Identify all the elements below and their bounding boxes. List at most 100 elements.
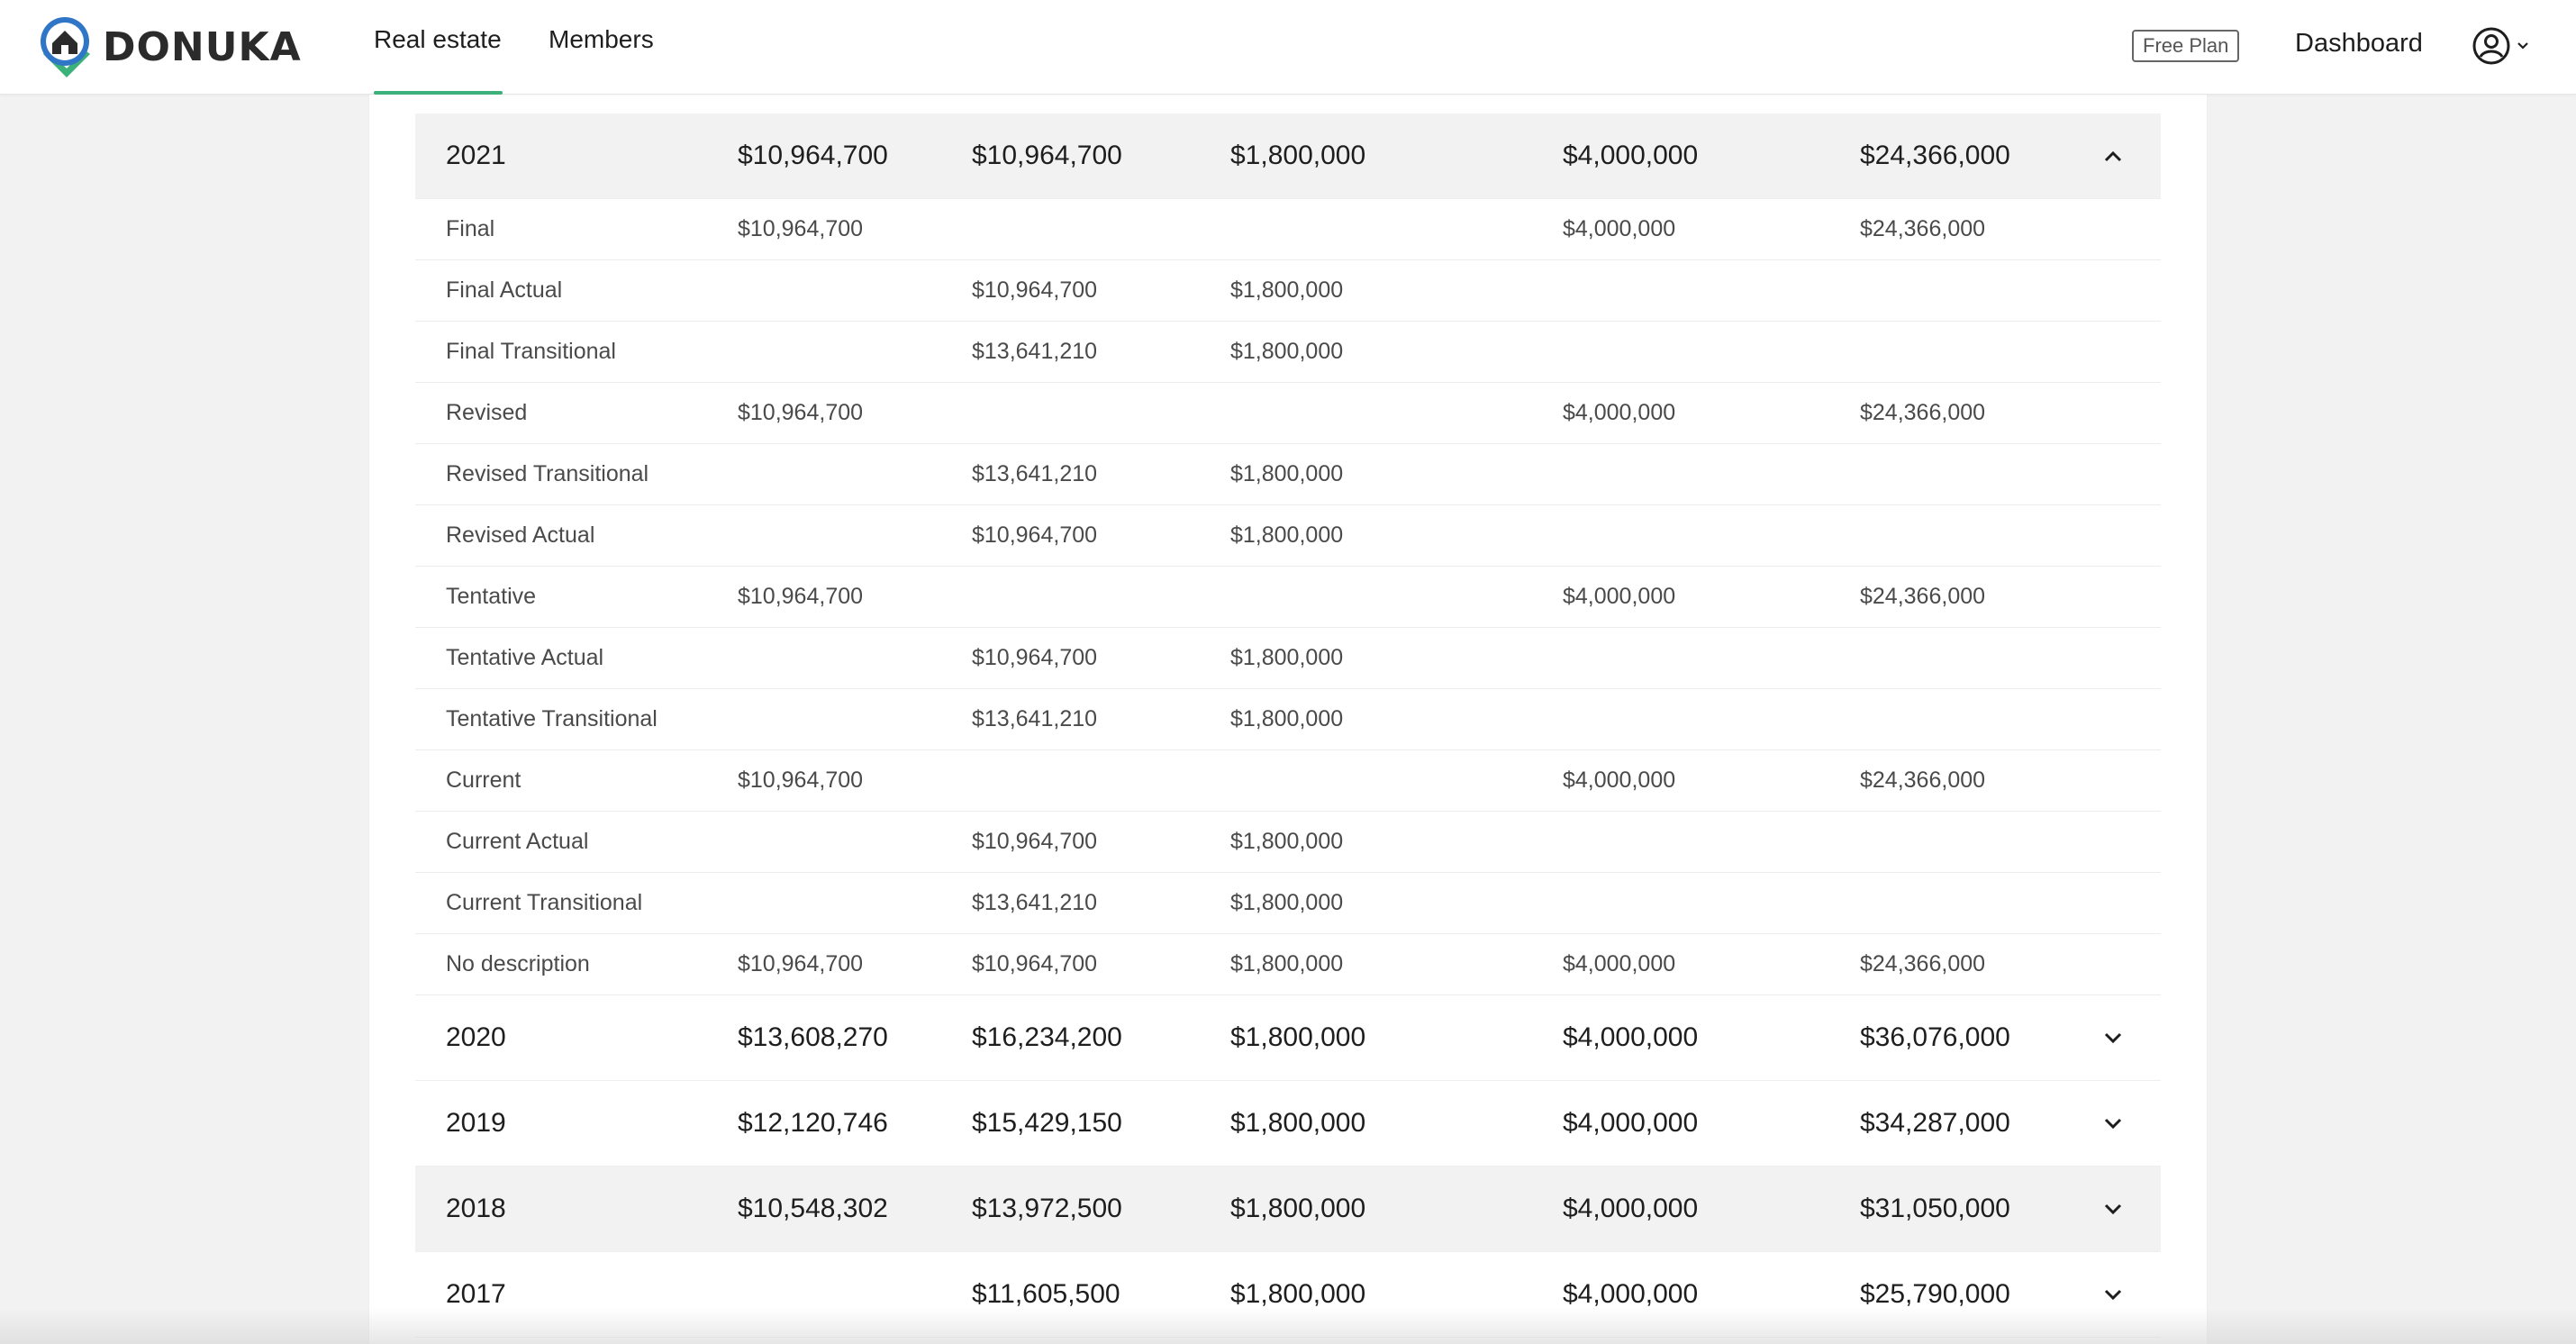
detail-row: Revised Actual $10,964,700 $1,800,000: [415, 505, 2161, 567]
detail-row: Final Transitional $13,641,210 $1,800,000: [415, 322, 2161, 383]
collapse-button[interactable]: [2103, 114, 2123, 198]
detail-row: Current $10,964,700 $4,000,000 $24,366,000: [415, 750, 2161, 812]
detail-value-c2: $13,641,210: [972, 461, 1098, 486]
year-label: 2021: [446, 141, 506, 170]
year-value-c3: $1,800,000: [1230, 141, 1366, 170]
detail-value-c4: $4,000,000: [1563, 951, 1676, 976]
expand-button[interactable]: [2103, 1167, 2123, 1251]
year-row-2019[interactable]: 2019 $12,120,746 $15,429,150 $1,800,000 $4,0…: [415, 1081, 2161, 1167]
detail-value-c5: $24,366,000: [1860, 767, 1986, 793]
detail-row: Revised $10,964,700 $4,000,000 $24,366,000: [415, 383, 2161, 444]
chevron-down-icon: [2517, 42, 2528, 50]
detail-value-c5: $24,366,000: [1860, 584, 1986, 609]
year-value-c3: $1,800,000: [1230, 1108, 1366, 1138]
brand-name: DONUKA: [103, 23, 302, 70]
detail-row: No description $10,964,700 $10,964,700 $1,8…: [415, 934, 2161, 995]
user-menu-button[interactable]: [2472, 25, 2529, 67]
detail-label: Tentative Transitional: [446, 706, 658, 731]
expand-button[interactable]: [2103, 995, 2123, 1080]
detail-label: Tentative: [446, 584, 537, 609]
detail-value-c5: $24,366,000: [1860, 951, 1986, 976]
detail-value-c1: $10,964,700: [738, 400, 864, 425]
year-value-c5: $36,076,000: [1860, 1022, 2010, 1052]
detail-value-c1: $10,964,700: [738, 216, 864, 241]
year-label: 2018: [446, 1194, 506, 1223]
detail-value-c1: $10,964,700: [738, 951, 864, 976]
detail-row: Tentative $10,964,700 $4,000,000 $24,366,00…: [415, 567, 2161, 628]
detail-value-c4: $4,000,000: [1563, 767, 1676, 793]
year-value-c2: $13,972,500: [972, 1194, 1122, 1223]
plan-badge[interactable]: Free Plan: [2132, 30, 2240, 62]
year-value-c5: $24,366,000: [1860, 141, 2010, 170]
detail-value-c3: $1,800,000: [1230, 829, 1344, 854]
dashboard-link[interactable]: Dashboard: [2295, 29, 2423, 58]
detail-label: Revised: [446, 400, 528, 425]
detail-value-c4: $4,000,000: [1563, 400, 1676, 425]
detail-value-c2: $10,964,700: [972, 645, 1098, 670]
top-navbar: DONUKA Real estate Members Free Plan Das…: [0, 0, 2576, 95]
detail-label: Final: [446, 216, 495, 241]
year-value-c2: $10,964,700: [972, 141, 1122, 170]
year-value-c4: $4,000,000: [1563, 1279, 1699, 1309]
tab-real-estate[interactable]: Real estate: [374, 25, 503, 95]
detail-label: Tentative Actual: [446, 645, 604, 670]
detail-value-c2: $10,964,700: [972, 277, 1098, 303]
year-value-c4: $4,000,000: [1563, 141, 1699, 170]
tab-members[interactable]: Members: [549, 25, 654, 53]
year-value-c5: $31,050,000: [1860, 1194, 2010, 1223]
detail-value-c3: $1,800,000: [1230, 339, 1344, 364]
detail-label: Current: [446, 767, 522, 793]
chevron-down-icon: [2104, 1203, 2122, 1215]
year-value-c2: $16,234,200: [972, 1022, 1122, 1052]
chevron-down-icon: [2104, 1032, 2122, 1044]
detail-value-c3: $1,800,000: [1230, 951, 1344, 976]
year-value-c4: $4,000,000: [1563, 1022, 1699, 1052]
detail-label: Final Transitional: [446, 339, 616, 364]
year-value-c4: $4,000,000: [1563, 1194, 1699, 1223]
detail-row: Tentative Transitional $13,641,210 $1,800,…: [415, 689, 2161, 750]
detail-row: Current Actual $10,964,700 $1,800,000: [415, 812, 2161, 873]
year-label: 2020: [446, 1022, 506, 1052]
year-value-c5: $34,287,000: [1860, 1108, 2010, 1138]
year-value-c2: $15,429,150: [972, 1108, 1122, 1138]
detail-value-c2: $10,964,700: [972, 951, 1098, 976]
detail-value-c3: $1,800,000: [1230, 706, 1344, 731]
detail-value-c1: $10,964,700: [738, 584, 864, 609]
detail-value-c2: $10,964,700: [972, 829, 1098, 854]
year-value-c5: $25,790,000: [1860, 1279, 2010, 1309]
year-row-2018[interactable]: 2018 $10,548,302 $13,972,500 $1,800,000 $4,0…: [415, 1167, 2161, 1252]
year-row-2020[interactable]: 2020 $13,608,270 $16,234,200 $1,800,000 $4,0…: [415, 995, 2161, 1081]
detail-value-c3: $1,800,000: [1230, 890, 1344, 915]
bottom-fade: [0, 1308, 2576, 1344]
year-label: 2019: [446, 1108, 506, 1138]
detail-row: Final Actual $10,964,700 $1,800,000: [415, 260, 2161, 322]
year-row-2021[interactable]: 2021 $10,964,700 $10,964,700 $1,800,000 $4,0…: [415, 114, 2161, 199]
detail-row: Tentative Actual $10,964,700 $1,800,000: [415, 628, 2161, 689]
detail-value-c5: $24,366,000: [1860, 400, 1986, 425]
detail-row: Final $10,964,700 $4,000,000 $24,366,000: [415, 199, 2161, 260]
logo-pin-icon: [41, 17, 90, 77]
detail-value-c4: $4,000,000: [1563, 216, 1676, 241]
year-value-c3: $1,800,000: [1230, 1194, 1366, 1223]
detail-label: Revised Transitional: [446, 461, 649, 486]
year-value-c3: $1,800,000: [1230, 1279, 1366, 1309]
detail-value-c1: $10,964,700: [738, 767, 864, 793]
detail-value-c5: $24,366,000: [1860, 216, 1986, 241]
detail-value-c2: $13,641,210: [972, 706, 1098, 731]
detail-value-c2: $13,641,210: [972, 339, 1098, 364]
detail-value-c3: $1,800,000: [1230, 645, 1344, 670]
expand-button[interactable]: [2103, 1081, 2123, 1166]
expand-button[interactable]: [2103, 1252, 2123, 1337]
year-value-c1: $10,548,302: [738, 1194, 888, 1223]
user-circle-icon: [2472, 27, 2510, 65]
chevron-down-icon: [2104, 1289, 2122, 1301]
detail-value-c3: $1,800,000: [1230, 461, 1344, 486]
detail-value-c3: $1,800,000: [1230, 277, 1344, 303]
real-estate-table: 2021 $10,964,700 $10,964,700 $1,800,000 $4,0…: [415, 114, 2161, 1338]
brand-logo[interactable]: DONUKA: [38, 14, 302, 79]
year-value-c4: $4,000,000: [1563, 1108, 1699, 1138]
year-row-2017[interactable]: 2017 $11,605,500 $1,800,000 $4,000,000 $25,7…: [415, 1252, 2161, 1338]
detail-label: No description: [446, 951, 590, 976]
detail-label: Current Actual: [446, 829, 589, 854]
chevron-down-icon: [2104, 1118, 2122, 1130]
